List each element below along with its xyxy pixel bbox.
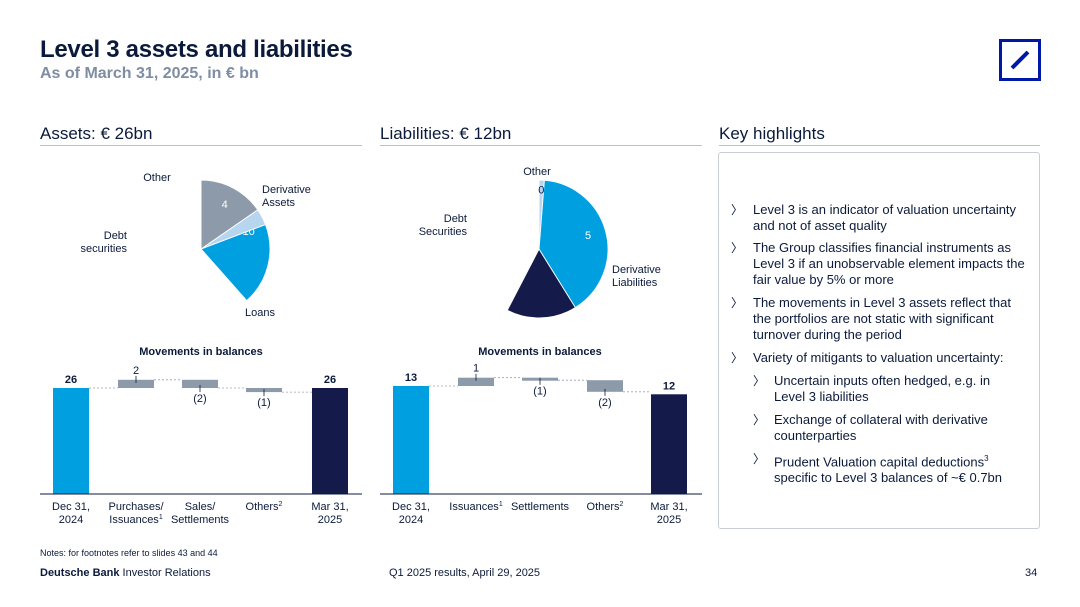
charts-canvas: 7DerivativeAssets10Loans5Debtsecurities4… <box>40 166 702 526</box>
assets-pie-category-label: Loans <box>245 307 275 319</box>
assets-waterfall-bar-label: 26 <box>65 374 77 386</box>
liabilities-pie-category-label: Derivative <box>612 264 661 276</box>
highlight-sub-item: 〉 Uncertain inputs often hedged, e.g. in… <box>753 373 991 404</box>
footnote-text: Notes: for footnotes refer to slides 43 … <box>40 548 218 558</box>
highlight-sub-item: 〉 Prudent Valuation capital deductions3 … <box>753 452 1003 486</box>
liabilities-waterfall-category-label: 2025 <box>657 514 681 526</box>
highlights-heading: Key highlights <box>719 124 825 143</box>
liabilities-waterfall-category-label: Mar 31, <box>650 501 687 513</box>
assets-waterfall-bar-label: (2) <box>193 393 206 405</box>
liabilities-waterfall-bar-label: 12 <box>663 380 675 392</box>
liabilities-waterfall-bar <box>458 377 494 386</box>
liabilities-waterfall-title: Movements in balances <box>478 346 602 358</box>
liabilities-pie-value-label: 5 <box>585 230 591 242</box>
assets-waterfall-bar <box>53 388 89 494</box>
liabilities-pie-category-label: Liabilities <box>612 277 658 289</box>
liabilities-pie-slice <box>538 179 545 250</box>
assets-waterfall-bar-label: 2 <box>133 365 139 377</box>
liabilities-waterfall-category-label: Others2 <box>587 501 624 513</box>
liabilities-waterfall-category-label: Dec 31, <box>392 501 430 513</box>
assets-waterfall-bar <box>312 388 348 494</box>
highlight-item: 〉 Level 3 is an indicator of valuation u… <box>731 202 1017 233</box>
highlight-sub-item: 〉 Exchange of collateral with derivative… <box>753 412 988 443</box>
assets-waterfall-category-label: Issuances1 <box>109 514 163 526</box>
assets-waterfall-bar-label: (1) <box>257 397 270 409</box>
chevron-right-icon: 〉 <box>731 203 744 217</box>
assets-waterfall-category-label: Sales/ <box>185 501 217 513</box>
liabilities-pie-category-label: Debt <box>444 213 467 225</box>
assets-waterfall-category-label: Others2 <box>246 501 283 513</box>
liabilities-waterfall-category-label: Settlements <box>511 501 570 513</box>
assets-waterfall-category-label: Settlements <box>171 514 230 526</box>
assets-pie-category-label: Debt <box>104 230 127 242</box>
chevron-right-icon: 〉 <box>731 351 744 365</box>
page-number: 34 <box>1025 567 1038 579</box>
liabilities-pie-category-label: Securities <box>419 226 468 238</box>
assets-waterfall-category-label: Mar 31, <box>311 501 348 513</box>
deutsche-bank-logo-icon <box>999 39 1041 81</box>
assets-pie-category-label: securities <box>81 243 128 255</box>
assets-heading: Assets: € 26bn <box>40 124 153 143</box>
highlights-divider <box>719 145 1040 146</box>
footer-brand: Deutsche Bank Investor Relations <box>40 567 211 579</box>
assets-pie-category-label: Derivative <box>262 184 311 196</box>
liabilities-divider <box>380 145 702 146</box>
page-subtitle: As of March 31, 2025, in € bn <box>40 65 259 82</box>
liabilities-waterfall-bar-label: 1 <box>473 363 479 375</box>
liabilities-pie-slice <box>538 179 609 309</box>
assets-pie-value-label: 4 <box>222 199 228 211</box>
chevron-right-icon: 〉 <box>731 296 744 310</box>
assets-waterfall-category-label: 2025 <box>318 514 342 526</box>
assets-waterfall-category-label: 2024 <box>59 514 83 526</box>
assets-divider <box>40 145 362 146</box>
assets-waterfall-bar-label: 26 <box>324 374 336 386</box>
liabilities-waterfall-bar <box>651 394 687 494</box>
highlight-item: 〉 The movements in Level 3 assets reflec… <box>731 295 1011 342</box>
liabilities-pie-value-label: 0 <box>538 185 544 197</box>
liabilities-waterfall-bar-label: (2) <box>598 397 611 409</box>
assets-waterfall-title: Movements in balances <box>139 346 263 358</box>
liabilities-pie-category-label: Other <box>523 166 551 178</box>
liabilities-waterfall-bar <box>393 386 429 494</box>
assets-waterfall-category-label: Dec 31, <box>52 501 90 513</box>
chevron-right-icon: 〉 <box>753 452 766 466</box>
assets-waterfall-bar <box>182 379 218 388</box>
assets-waterfall-category-label: Purchases/ <box>108 501 164 513</box>
highlight-item: 〉 The Group classifies financial instrum… <box>731 240 1025 287</box>
assets-pie-slice <box>200 179 259 250</box>
highlights-panel: 〉 Level 3 is an indicator of valuation u… <box>718 152 1040 529</box>
chevron-right-icon: 〉 <box>753 374 766 388</box>
liabilities-waterfall-bar-label: (1) <box>533 386 546 398</box>
page-title: Level 3 assets and liabilities <box>40 36 353 63</box>
liabilities-waterfall-bar <box>587 380 623 392</box>
assets-pie-category-label: Assets <box>262 197 296 209</box>
footer-event: Q1 2025 results, April 29, 2025 <box>389 567 541 579</box>
highlight-item: 〉 Variety of mitigants to valuation unce… <box>731 350 1004 365</box>
chevron-right-icon: 〉 <box>753 413 766 427</box>
liabilities-waterfall-bar-label: 13 <box>405 372 417 384</box>
liabilities-waterfall-category-label: Issuances1 <box>449 501 503 513</box>
liabilities-waterfall-category-label: 2024 <box>399 514 423 526</box>
assets-waterfall-bar <box>118 379 154 388</box>
chevron-right-icon: 〉 <box>731 241 744 255</box>
liabilities-heading: Liabilities: € 12bn <box>380 124 512 143</box>
assets-pie-category-label: Other <box>143 172 171 184</box>
